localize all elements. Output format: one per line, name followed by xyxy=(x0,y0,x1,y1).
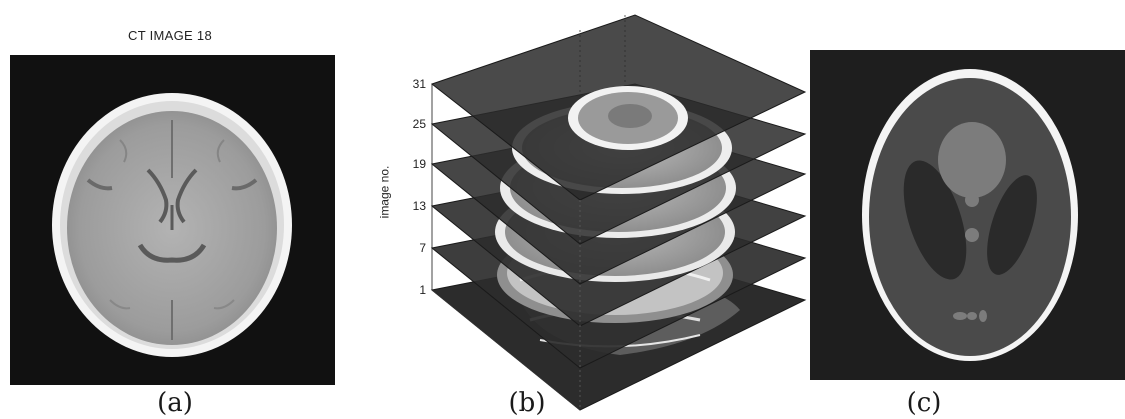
tick-label: 25 xyxy=(412,117,426,131)
tick-label: 31 xyxy=(412,77,426,91)
ct-brain-slice-image xyxy=(10,55,335,385)
tick-label: 7 xyxy=(419,241,426,255)
tick-label: 13 xyxy=(412,199,426,213)
panel-a-title: CT IMAGE 18 xyxy=(128,28,212,43)
caption-a: (a) xyxy=(157,388,193,418)
caption-c: (c) xyxy=(906,388,942,418)
tick-label: 19 xyxy=(412,157,426,171)
slice-plane-31 xyxy=(430,14,807,201)
y-axis-label: image no. xyxy=(377,165,392,219)
shepp-logan-phantom-image xyxy=(810,50,1125,380)
stacked-ct-slices-3d-plot xyxy=(430,14,807,411)
tick-label: 1 xyxy=(419,283,426,297)
caption-b: (b) xyxy=(508,388,546,418)
